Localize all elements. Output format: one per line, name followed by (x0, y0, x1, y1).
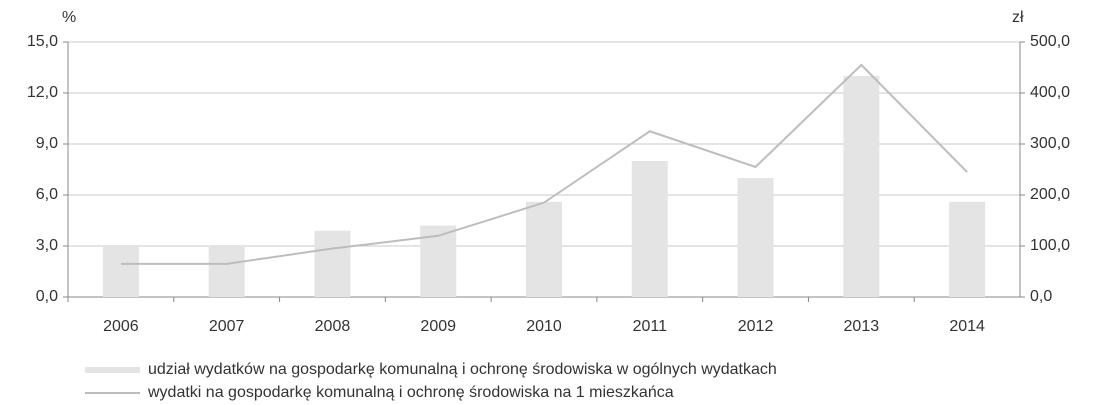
y-tick-label: 6,0 (36, 186, 58, 203)
x-tick-label: 2011 (633, 318, 668, 335)
y2-tick-label: 400,0 (1030, 84, 1070, 101)
bar (631, 161, 668, 297)
y-tick-label: 15,0 (27, 33, 58, 50)
x-tick-label: 2007 (209, 318, 245, 335)
y2-tick-label: 100,0 (1030, 237, 1070, 254)
line (120, 63, 968, 265)
y2-tick-label: 200,0 (1030, 186, 1070, 203)
legend-label: wydatki na gospodarkę komunalną i ochron… (147, 384, 674, 401)
y2-tick-label: 0,0 (1030, 288, 1052, 305)
bar (843, 76, 880, 297)
bar (314, 230, 351, 297)
x-tick-label: 2006 (103, 318, 139, 335)
y-tick-label: 3,0 (36, 237, 58, 254)
x-tick-label: 2013 (844, 318, 880, 335)
bar (102, 246, 139, 297)
x-tick-label: 2008 (315, 318, 351, 335)
legend-swatch (85, 367, 140, 373)
bar (949, 201, 986, 297)
x-tick-label: 2014 (949, 318, 985, 335)
y2-tick-label: 500,0 (1030, 33, 1070, 50)
y-tick-label: 0,0 (36, 288, 58, 305)
legend-label: udział wydatków na gospodarkę komunalną … (148, 361, 777, 378)
y2-unit: zł (1012, 9, 1024, 26)
y2-tick-label: 300,0 (1030, 135, 1070, 152)
x-tick-label: 2012 (738, 318, 774, 335)
x-tick-label: 2010 (526, 318, 562, 335)
y-tick-label: 12,0 (27, 84, 58, 101)
bar (208, 246, 245, 297)
x-tick-label: 2009 (420, 318, 456, 335)
y-tick-label: 9,0 (36, 135, 58, 152)
bar (737, 178, 774, 297)
y-unit: % (62, 9, 76, 26)
bar (526, 201, 562, 297)
